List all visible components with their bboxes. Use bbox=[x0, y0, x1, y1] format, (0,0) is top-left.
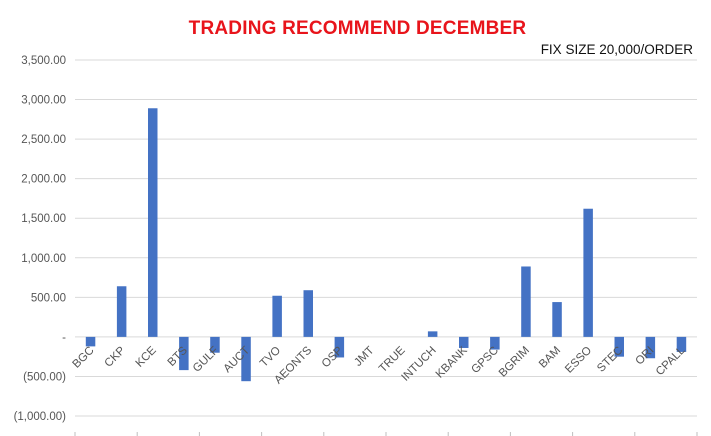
bar-intuch bbox=[427, 331, 438, 337]
y-tick-label: (500.00) bbox=[23, 371, 66, 383]
y-tick-label: 1,000.00 bbox=[21, 253, 66, 265]
chart-subtitle: FIX SIZE 20,000/ORDER bbox=[540, 42, 693, 57]
bar-bam bbox=[552, 302, 562, 337]
x-tick-label: CPALL bbox=[654, 344, 688, 378]
bar-bgrim bbox=[521, 266, 531, 337]
y-tick-label: 2,000.00 bbox=[21, 174, 66, 186]
x-tick-label: ESSO bbox=[563, 344, 594, 375]
y-tick-label: 1,500.00 bbox=[21, 213, 66, 225]
x-tick-label: KCE bbox=[134, 344, 159, 369]
y-tick-label: 500.00 bbox=[31, 292, 66, 304]
y-tick-label: 2,500.00 bbox=[21, 134, 66, 146]
chart-title: TRADING RECOMMEND DECEMBER bbox=[188, 18, 527, 39]
y-tick-label: 3,500.00 bbox=[21, 55, 66, 67]
bar-gulf bbox=[210, 336, 220, 353]
y-tick-label: 3,000.00 bbox=[21, 95, 66, 107]
bar-ckp bbox=[116, 286, 127, 337]
bar-bts bbox=[179, 336, 189, 371]
x-tick-label: BGRIM bbox=[497, 345, 532, 380]
x-tick-label: GULF bbox=[191, 345, 221, 375]
bar-auct bbox=[241, 336, 251, 382]
bar-ori bbox=[645, 336, 656, 359]
x-tick-label: JMT bbox=[352, 345, 376, 369]
bar-osp bbox=[334, 336, 345, 358]
x-tick-label: BGC bbox=[71, 345, 97, 371]
x-tick-label: KBANK bbox=[434, 344, 470, 380]
bar-stec bbox=[614, 336, 624, 357]
bar-esso bbox=[583, 208, 593, 337]
x-tick-label: STEC bbox=[595, 345, 625, 375]
x-tick-label: BAM bbox=[537, 345, 563, 371]
bar-kce bbox=[148, 108, 158, 337]
y-tick-label: (1,000.00) bbox=[14, 411, 67, 423]
x-tick-label: CKP bbox=[103, 344, 128, 369]
bar-bgc bbox=[85, 336, 96, 347]
bar-gpsc bbox=[490, 336, 500, 350]
x-tick-label: TVO bbox=[258, 344, 283, 369]
y-tick-label: - bbox=[62, 332, 66, 344]
bar-tvo bbox=[272, 295, 282, 337]
x-tick-label: INTUCH bbox=[400, 345, 439, 384]
bar-aeonts bbox=[303, 290, 313, 337]
bar-kbank bbox=[459, 336, 469, 348]
bar-cpall bbox=[676, 336, 687, 352]
